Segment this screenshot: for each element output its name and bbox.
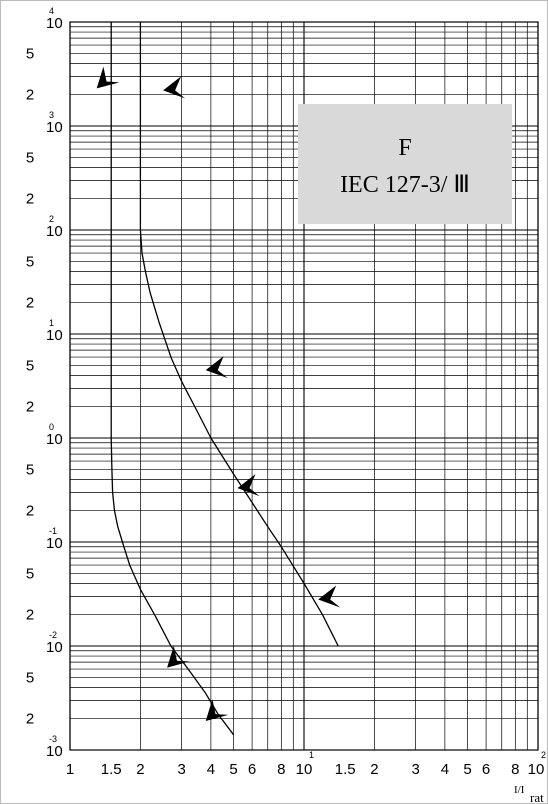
marker-layer xyxy=(96,66,341,721)
curve-arrow-marker xyxy=(96,66,120,89)
y-tick-label: 10 xyxy=(46,327,63,344)
chart-subtitle: IEC 127-3/ Ⅲ xyxy=(340,172,470,198)
y-tick-exponent: -3 xyxy=(49,734,57,744)
y-tick-label: 10 xyxy=(46,223,63,240)
curve-arrow-marker xyxy=(163,76,186,99)
y-tick-exponent: -2 xyxy=(49,630,57,640)
x-tick-label: 1.5 xyxy=(335,761,356,778)
y-tick-label: 2 xyxy=(26,711,34,728)
y-tick-label: 10 xyxy=(46,15,63,32)
x-tick-label: 8 xyxy=(511,761,519,778)
chart-title: F xyxy=(398,135,411,161)
y-tick-label: 5 xyxy=(26,45,34,62)
curve-arrow-marker xyxy=(318,585,341,608)
x-tick-label: 2 xyxy=(370,761,378,778)
y-tick-exponent: 0 xyxy=(49,422,54,432)
y-tick-labels: 104521035210252101521005210-15210-25210-… xyxy=(26,6,63,760)
x-tick-exponent: 2 xyxy=(541,750,546,760)
y-tick-exponent: 2 xyxy=(49,214,54,224)
x-tick-label: 4 xyxy=(441,761,449,778)
title-box-background xyxy=(298,104,512,224)
x-tick-label: 5 xyxy=(229,761,237,778)
y-tick-label: 2 xyxy=(26,87,34,104)
x-axis-label-subscript: rat xyxy=(530,790,544,804)
y-tick-label: 5 xyxy=(26,461,34,478)
curve-arrow-marker xyxy=(205,356,228,379)
title-box: F IEC 127-3/ Ⅲ xyxy=(298,104,512,224)
series-layer xyxy=(110,22,339,736)
y-tick-label: 5 xyxy=(26,357,34,374)
x-tick-label: 1.5 xyxy=(101,761,122,778)
x-tick-label: 10 xyxy=(296,761,313,778)
x-tick-label: 4 xyxy=(207,761,215,778)
curve-arrow-marker xyxy=(237,474,260,497)
y-tick-label: 10 xyxy=(46,639,63,656)
x-axis-label-main: I/I xyxy=(514,784,525,796)
y-tick-label: 10 xyxy=(46,431,63,448)
y-tick-label: 2 xyxy=(26,399,34,416)
y-tick-exponent: 3 xyxy=(49,110,54,120)
y-tick-label: 5 xyxy=(26,565,34,582)
x-tick-label: 6 xyxy=(248,761,256,778)
y-tick-label: 2 xyxy=(26,295,34,312)
y-tick-label: 10 xyxy=(46,743,63,760)
x-tick-label: 6 xyxy=(482,761,490,778)
plot-frame xyxy=(69,21,539,751)
y-tick-exponent: 4 xyxy=(49,6,54,16)
x-axis-label: I/I rat xyxy=(514,784,544,804)
y-tick-label: 10 xyxy=(46,119,63,136)
y-tick-label: 2 xyxy=(26,191,34,208)
y-tick-label: 5 xyxy=(26,253,34,270)
x-tick-label: 5 xyxy=(463,761,471,778)
y-tick-label: 2 xyxy=(26,503,34,520)
y-tick-exponent: 1 xyxy=(49,318,54,328)
y-tick-label: 5 xyxy=(26,149,34,166)
y-tick-label: 5 xyxy=(26,669,34,686)
y-tick-exponent: -1 xyxy=(49,526,57,536)
x-tick-label: 3 xyxy=(411,761,419,778)
x-tick-label: 1 xyxy=(66,761,74,778)
x-tick-label: 2 xyxy=(136,761,144,778)
x-tick-label: 10 xyxy=(528,761,545,778)
y-tick-label: 2 xyxy=(26,607,34,624)
x-tick-label: 8 xyxy=(277,761,285,778)
x-tick-label: 3 xyxy=(177,761,185,778)
curve-arrow-marker xyxy=(205,699,229,721)
series-line-1 xyxy=(110,22,235,736)
curve-arrow-marker xyxy=(167,645,190,668)
y-tick-label: 10 xyxy=(46,535,63,552)
series-line-2 xyxy=(139,22,339,647)
x-tick-exponent: 1 xyxy=(309,750,314,760)
